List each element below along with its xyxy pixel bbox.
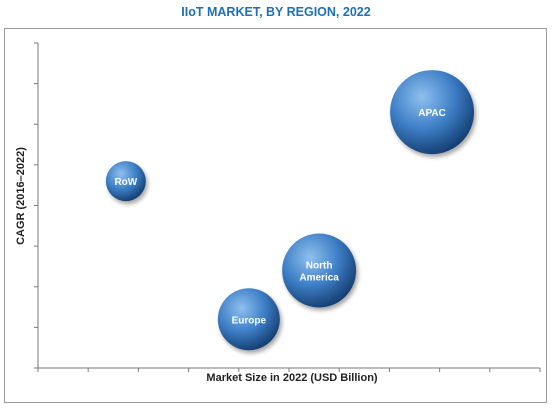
bubble-row (105, 161, 146, 202)
bubble-label-row: RoW (114, 177, 137, 188)
bubble-label-europe: Europe (232, 315, 267, 326)
bubble-apac (390, 70, 475, 155)
y-axis-label: CAGR (2016–2022) (15, 147, 27, 245)
chart-frame (4, 28, 547, 403)
chart-title: IIoT MARKET, BY REGION, 2022 (181, 5, 371, 19)
x-axis-label: Market Size in 2022 (USD Billion) (206, 372, 377, 384)
bubble-europe (217, 288, 280, 351)
bubble-label-north-america: North America (299, 261, 339, 284)
bubble-north-america (282, 233, 357, 308)
bubble-label-apac: APAC (418, 108, 446, 119)
